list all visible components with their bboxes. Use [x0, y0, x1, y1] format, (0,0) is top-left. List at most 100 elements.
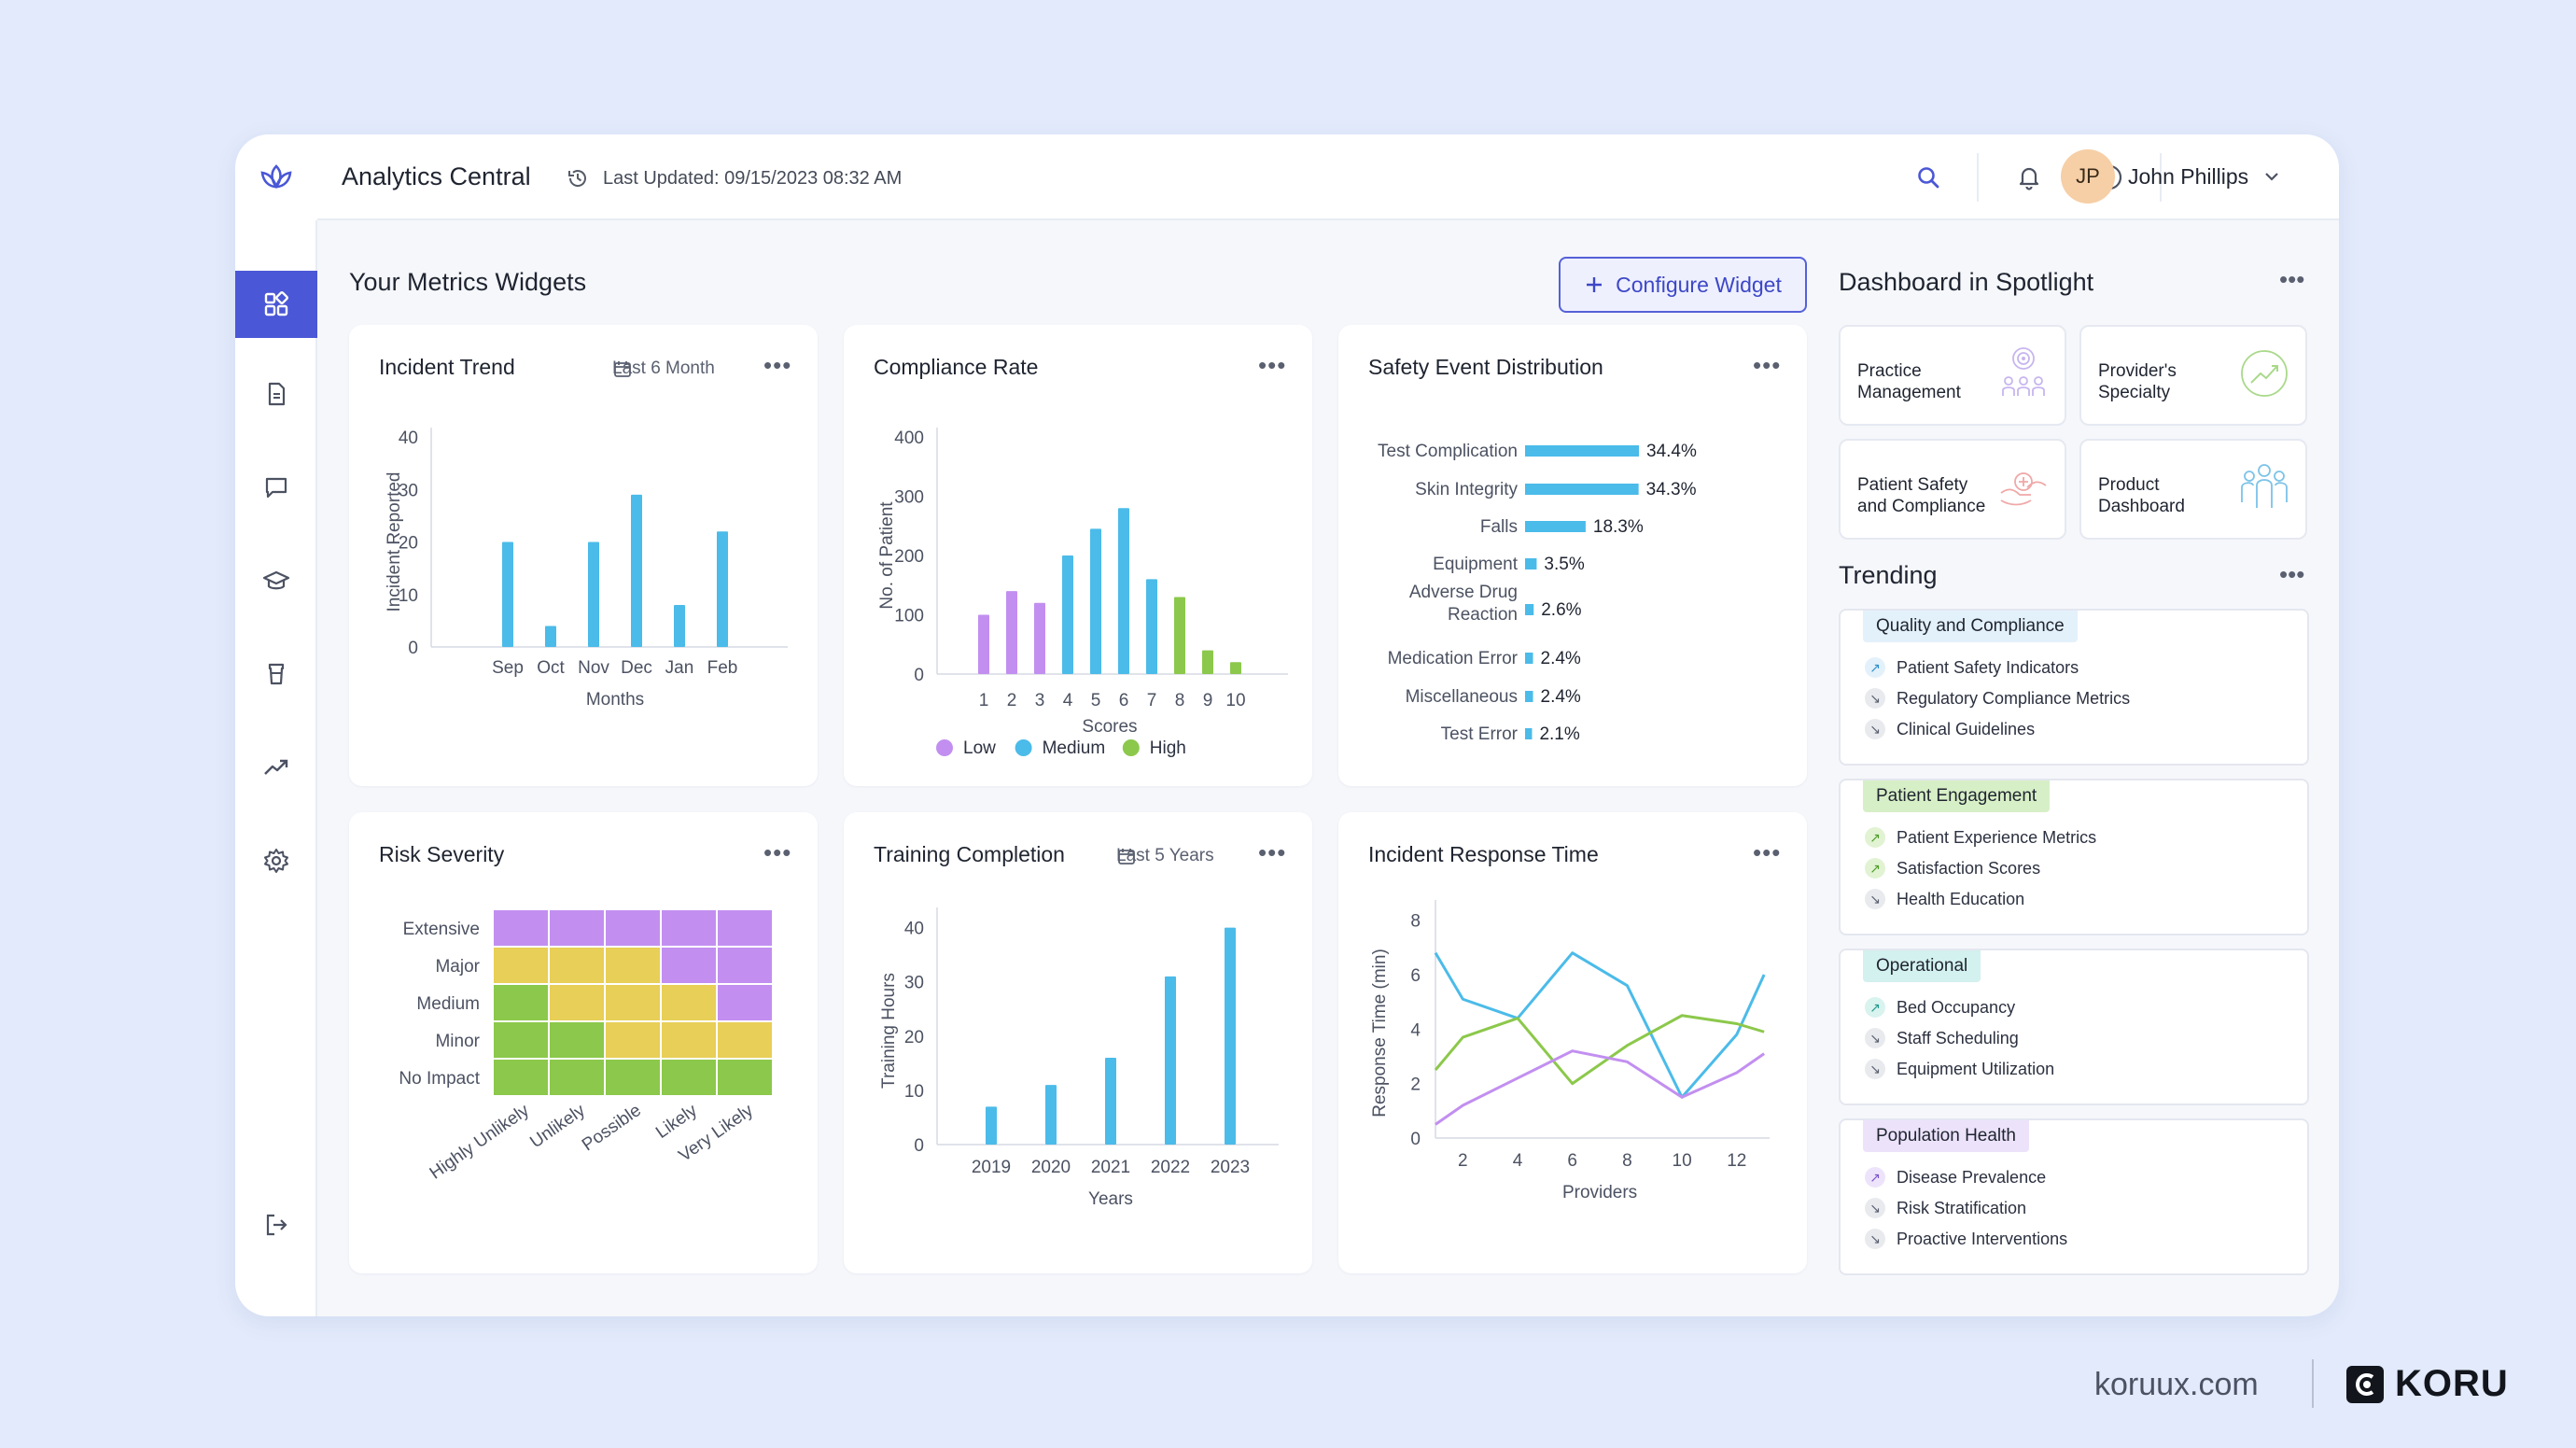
app-title: Analytics Central	[342, 162, 531, 190]
x-tick-label: 2023	[1211, 1158, 1250, 1177]
spotlight-patient-safety[interactable]: Patient Safety and Compliance	[1839, 439, 2066, 540]
date-range-selector[interactable]: Last 5 Years	[1116, 846, 1214, 866]
trending-item-label: Regulatory Compliance Metrics	[1897, 688, 2131, 708]
trending-item[interactable]: ↗ Bed Occupancy	[1865, 997, 2015, 1018]
bar	[1525, 604, 1534, 615]
x-axis-label: Providers	[1562, 1183, 1637, 1202]
y-tick-label: 6	[1410, 966, 1421, 986]
bar	[1105, 1058, 1116, 1145]
heatmap-cell	[492, 908, 550, 948]
trending-item[interactable]: ↘ Proactive Interventions	[1865, 1229, 2067, 1249]
spotlight-label-line1: Patient Safety	[1857, 475, 1968, 495]
heatmap-col-label: Unlikely	[526, 1101, 589, 1153]
configure-widget-button[interactable]: Configure Widget	[1559, 257, 1807, 313]
bar	[1202, 650, 1213, 674]
spotlight-more-button[interactable]: •••	[2279, 265, 2305, 293]
trending-item[interactable]: ↘ Health Education	[1865, 889, 2024, 909]
heatmap-row-label: Medium	[416, 994, 480, 1014]
trending-tag[interactable]: Patient Engagement	[1863, 780, 2051, 812]
heatmap-cell	[716, 908, 774, 948]
incident-trend-card: Incident Trend Last 6 Month ••• 0 10 20 30 4…	[349, 325, 818, 786]
more-options-button[interactable]: •••	[763, 838, 792, 866]
y-tick-label: 0	[914, 1136, 924, 1156]
y-tick-label: 30	[904, 974, 924, 993]
heatmap-cell	[716, 1058, 774, 1097]
trending-item[interactable]: ↘ Clinical Guidelines	[1865, 719, 2035, 739]
heatmap-cell	[548, 946, 606, 985]
sidebar-item-documents[interactable]	[235, 360, 317, 428]
bar-category-label: Test Complication	[1378, 442, 1518, 461]
bar	[1174, 597, 1185, 674]
trending-item[interactable]: ↗ Disease Prevalence	[1865, 1167, 2046, 1188]
x-tick-label: Jan	[665, 658, 694, 678]
sidebar-item-lab[interactable]	[235, 640, 317, 708]
more-options-button[interactable]: •••	[1753, 351, 1782, 379]
x-tick-label: 2	[1007, 691, 1017, 710]
trending-item[interactable]: ↗ Patient Experience Metrics	[1865, 827, 2096, 848]
x-tick-label: Sep	[492, 658, 524, 678]
sidebar-item-messages[interactable]	[235, 454, 317, 521]
bar-category-label: Test Error	[1441, 724, 1519, 744]
spotlight-practice-management[interactable]: Practice Management	[1839, 325, 2066, 426]
heatmap-row-label: Major	[435, 957, 480, 977]
trending-item[interactable]: ↘ Risk Stratification	[1865, 1198, 2026, 1218]
y-tick-label: 0	[914, 666, 924, 685]
trending-item-label: Staff Scheduling	[1897, 1028, 2019, 1047]
search-button[interactable]	[1910, 159, 1947, 196]
trending-item[interactable]: ↗ Satisfaction Scores	[1865, 858, 2040, 879]
growth-chart-icon	[2241, 350, 2288, 397]
trending-more-button[interactable]: •••	[2279, 560, 2305, 588]
bar	[1525, 484, 1639, 495]
trend-up-icon: ↗	[1865, 1167, 1885, 1188]
y-tick-label: 40	[904, 920, 924, 939]
trending-group-population: Population Health ↗ Disease Prevalence ↘ R…	[1839, 1118, 2309, 1275]
user-menu[interactable]: JP John Phillips	[2061, 149, 2282, 204]
sidebar-item-dashboard[interactable]	[235, 271, 317, 338]
trending-item-label: Health Education	[1897, 889, 2025, 908]
footer-brand-name: KORU	[2395, 1363, 2509, 1404]
bar-value-label: 2.6%	[1541, 600, 1581, 620]
more-options-button[interactable]: •••	[1258, 351, 1287, 379]
more-options-button[interactable]: •••	[1258, 838, 1287, 866]
lotus-logo-icon	[260, 164, 292, 190]
card-title: Incident Trend	[379, 355, 515, 379]
more-options-button[interactable]: •••	[763, 351, 792, 379]
more-options-button[interactable]: •••	[1753, 838, 1782, 866]
spotlight-label-line2: Specialty	[2098, 383, 2171, 402]
sidebar-item-settings[interactable]	[235, 827, 317, 894]
protecting-hands-icon	[2000, 472, 2047, 506]
bar	[1006, 591, 1017, 674]
bar-value-label: 3.5%	[1544, 555, 1584, 574]
trending-tag[interactable]: Quality and Compliance	[1863, 611, 2078, 642]
trend-down-icon: ↘	[1865, 1028, 1885, 1048]
trending-tag[interactable]: Operational	[1863, 950, 1981, 982]
logo[interactable]	[235, 134, 317, 220]
bar-category-label: Equipment	[1433, 555, 1519, 574]
heatmap-col-label: Highly Unlikely	[427, 1101, 534, 1184]
trending-item-label: Proactive Interventions	[1897, 1229, 2068, 1248]
trending-tag[interactable]: Population Health	[1863, 1120, 2029, 1152]
series-line	[1434, 1014, 1765, 1086]
spotlight-product-dashboard[interactable]: Product Dashboard	[2079, 439, 2307, 540]
date-range-selector[interactable]: Last 6 Month	[612, 358, 715, 379]
spotlight-providers-specialty[interactable]: Provider's Specialty	[2079, 325, 2307, 426]
bar	[1034, 602, 1045, 674]
koru-logo-icon	[2346, 1365, 2384, 1403]
training-completion-chart: 0 10 20 30 40 2019 2020 2021 2022 2023 Years Traini…	[879, 907, 1279, 1209]
x-tick-label: 6	[1567, 1151, 1577, 1171]
trending-item[interactable]: ↘ Regulatory Compliance Metrics	[1865, 688, 2130, 709]
sidebar-item-learning[interactable]	[235, 547, 317, 614]
risk-severity-card: Risk Severity ••• Extensive Major Medium Mi…	[349, 812, 818, 1273]
trending-item[interactable]: ↘ Staff Scheduling	[1865, 1028, 2019, 1048]
bar-category-label: Skin Integrity	[1415, 480, 1518, 499]
x-tick-label: Oct	[537, 658, 565, 678]
heatmap-row-label: Minor	[435, 1032, 480, 1051]
notifications-button[interactable]	[2010, 159, 2048, 196]
heatmap-col-label: Possible	[579, 1101, 645, 1155]
trending-item[interactable]: ↗ Patient Safety Indicators	[1865, 657, 2079, 678]
footer-site[interactable]: koruux.com	[2094, 1367, 2259, 1402]
bar	[631, 494, 642, 647]
sidebar-item-logout[interactable]	[235, 1191, 317, 1258]
sidebar-item-trends[interactable]	[235, 734, 317, 801]
trending-item[interactable]: ↘ Equipment Utilization	[1865, 1059, 2054, 1079]
